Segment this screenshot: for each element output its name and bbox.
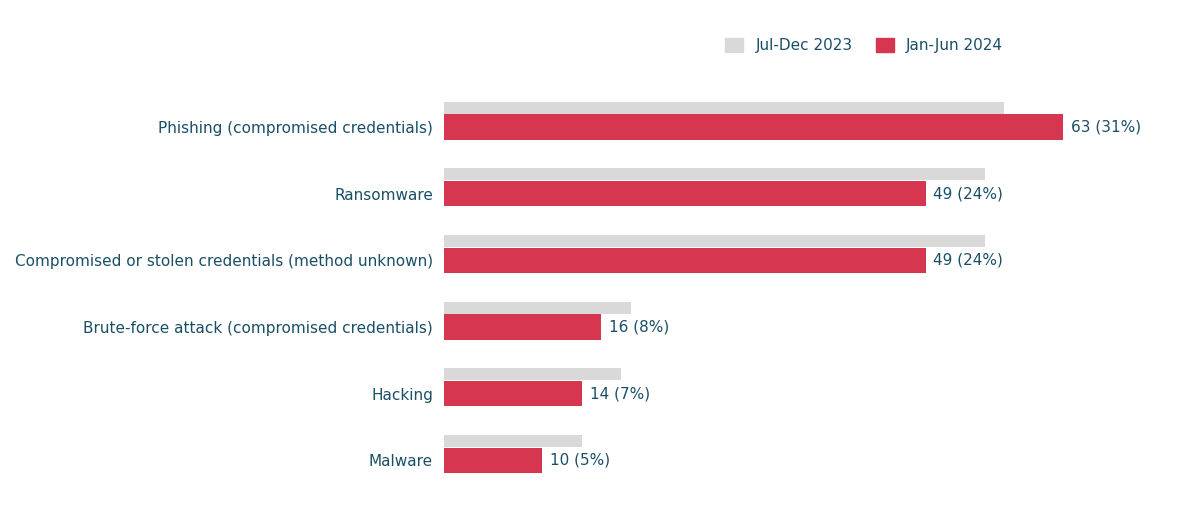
Bar: [444, 114, 1063, 140]
Text: 63 (31%): 63 (31%): [1070, 119, 1141, 135]
Bar: [444, 381, 581, 407]
Bar: [444, 235, 984, 247]
Text: 14 (7%): 14 (7%): [590, 386, 649, 401]
Bar: [444, 181, 926, 206]
Bar: [444, 302, 630, 314]
Text: 10 (5%): 10 (5%): [550, 453, 610, 468]
Bar: [444, 447, 543, 473]
Bar: [444, 168, 984, 180]
Bar: [444, 368, 621, 380]
Bar: [444, 314, 602, 339]
Bar: [444, 435, 581, 447]
Text: 49 (24%): 49 (24%): [933, 253, 1003, 268]
Bar: [444, 248, 926, 273]
Legend: Jul-Dec 2023, Jan-Jun 2024: Jul-Dec 2023, Jan-Jun 2024: [725, 38, 1003, 53]
Text: 49 (24%): 49 (24%): [933, 186, 1003, 201]
Bar: [444, 101, 1005, 114]
Text: 16 (8%): 16 (8%): [609, 319, 670, 334]
